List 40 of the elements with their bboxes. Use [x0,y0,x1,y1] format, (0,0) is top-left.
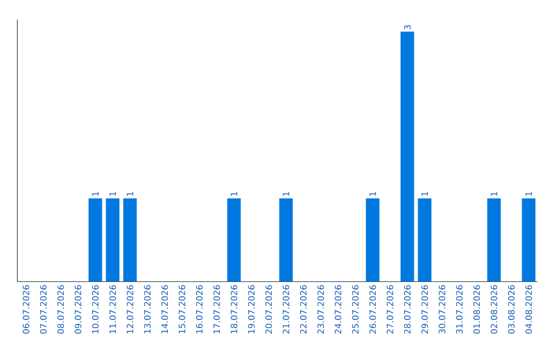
x-tick-label: 20.07.2026 [265,285,272,334]
x-tick-label: 03.08.2026 [508,285,515,334]
data-label: 1 [370,192,376,196]
data-label: 3 [404,25,411,30]
x-tick-label: 16.07.2026 [196,285,203,334]
x-tick-label: 07.07.2026 [40,285,47,334]
data-label: 1 [92,192,98,196]
x-tick-label: 17.07.2026 [213,285,220,334]
x-tick-label: 02.08.2026 [490,285,498,334]
data-label: 1 [490,192,498,196]
data-label: 1 [126,192,134,196]
x-tick-label: 29.07.2026 [421,285,428,334]
x-tick-label: 08.07.2026 [57,285,64,334]
x-tick-label: 01.08.2026 [473,285,480,334]
data-label: 1 [422,192,428,196]
x-tick-label: 25.07.2026 [352,285,359,334]
x-tick-label: 13.07.2026 [144,285,151,334]
x-tick-label: 06.07.2026 [22,285,30,334]
data-label: 1 [230,192,238,196]
x-tick-label: 15.07.2026 [178,285,186,334]
x-tick-label: 18.07.2026 [230,285,238,334]
data-label: 1 [526,192,532,196]
x-tick-label: 30.07.2026 [438,285,446,334]
data-label: 1 [282,192,290,196]
x-tick-label: 22.07.2026 [300,285,307,334]
data-label: 1 [110,192,116,196]
x-tick-label: 09.07.2026 [74,285,82,334]
x-tick-label: 28.07.2026 [404,285,411,334]
x-tick-label: 10.07.2026 [92,285,99,334]
x-tick-label: 04.08.2026 [525,285,532,334]
x-tick-label: 23.07.2026 [317,285,324,334]
x-tick-label: 21.07.2026 [282,285,290,334]
x-tick-label: 27.07.2026 [386,285,394,334]
x-tick-label: 14.07.2026 [161,285,168,334]
x-tick-label: 11.07.2026 [109,285,116,334]
x-tick-label: 19.07.2026 [248,285,255,334]
x-tick-label: 24.07.2026 [334,285,342,334]
x-tick-label: 12.07.2026 [126,285,134,334]
x-tick-label: 31.07.2026 [456,285,463,334]
x-tick-label: 26.07.2026 [369,285,376,334]
